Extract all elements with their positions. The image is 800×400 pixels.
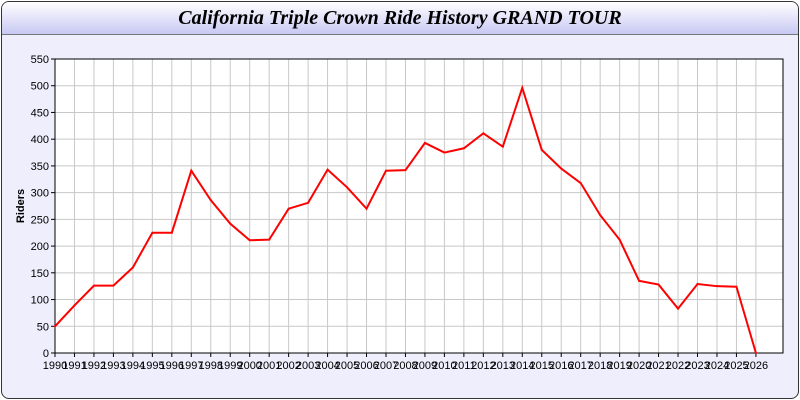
x-tick-label: 1993 — [101, 360, 125, 372]
x-tick-label: 2013 — [491, 360, 515, 372]
data-point — [190, 169, 193, 172]
x-tick-label: 1994 — [121, 360, 145, 372]
data-point — [540, 148, 543, 151]
y-tick-label: 350 — [31, 161, 49, 173]
y-tick-label: 150 — [31, 268, 49, 280]
x-tick-label: 1998 — [199, 360, 223, 372]
data-point — [657, 283, 660, 286]
data-point — [599, 214, 602, 217]
data-point — [754, 352, 757, 354]
data-point — [112, 284, 115, 287]
x-tick-label: 2000 — [237, 360, 261, 372]
data-point — [248, 239, 251, 242]
data-point — [307, 201, 310, 204]
x-tick-label: 2006 — [354, 360, 378, 372]
y-tick-label: 50 — [37, 321, 49, 333]
data-point — [462, 147, 465, 150]
x-tick-label: 1999 — [218, 360, 242, 372]
x-tick-label: 2001 — [257, 360, 281, 372]
x-tick-label: 1997 — [179, 360, 203, 372]
data-point — [501, 145, 504, 148]
x-tick-label: 2019 — [607, 360, 631, 372]
data-point — [151, 231, 154, 234]
x-tick-label: 2002 — [276, 360, 300, 372]
chart-title: California Triple Crown Ride History GRA… — [178, 7, 622, 29]
data-point — [443, 151, 446, 154]
data-point — [579, 182, 582, 185]
data-point — [638, 279, 641, 282]
plot-area — [55, 59, 783, 353]
data-point — [521, 86, 524, 89]
x-tick-label: 2010 — [432, 360, 456, 372]
data-point — [54, 325, 56, 328]
data-point — [92, 284, 95, 287]
x-tick-label: 2018 — [588, 360, 612, 372]
x-tick-label: 2004 — [315, 360, 339, 372]
x-tick-label: 2024 — [705, 360, 729, 372]
data-point — [73, 304, 76, 307]
data-point — [229, 222, 232, 225]
y-tick-label: 300 — [31, 188, 49, 200]
data-point — [618, 238, 621, 241]
x-tick-label: 2009 — [413, 360, 437, 372]
y-tick-label: 550 — [31, 54, 49, 66]
data-point — [404, 169, 407, 172]
y-tick-label: 500 — [31, 81, 49, 93]
y-tick-label: 250 — [31, 214, 49, 226]
x-tick-label: 2014 — [510, 360, 534, 372]
x-tick-label: 2017 — [568, 360, 592, 372]
x-tick-label: 2012 — [471, 360, 495, 372]
y-tick-label: 450 — [31, 107, 49, 119]
y-tick-label: 0 — [43, 348, 49, 360]
x-tick-label: 2022 — [666, 360, 690, 372]
y-tick-label: 100 — [31, 295, 49, 307]
x-tick-label: 1996 — [160, 360, 184, 372]
x-tick-label: 2003 — [296, 360, 320, 372]
x-tick-label: 2005 — [335, 360, 359, 372]
x-tick-label: 2025 — [724, 360, 748, 372]
y-tick-label: 400 — [31, 134, 49, 146]
data-point — [326, 168, 329, 171]
x-tick-label: 1991 — [62, 360, 86, 372]
x-tick-label: 2008 — [393, 360, 417, 372]
data-point — [346, 186, 349, 189]
data-point — [560, 167, 563, 170]
x-tick-label: 1992 — [82, 360, 106, 372]
x-tick-label: 1990 — [43, 360, 67, 372]
x-tick-label: 2023 — [685, 360, 709, 372]
x-tick-label: 2021 — [646, 360, 670, 372]
x-tick-label: 2007 — [374, 360, 398, 372]
x-tick-label: 2020 — [627, 360, 651, 372]
x-tick-label: 2011 — [452, 360, 476, 372]
data-point — [268, 238, 271, 241]
y-tick-label: 200 — [31, 241, 49, 253]
x-tick-label: 1995 — [140, 360, 164, 372]
data-point — [365, 207, 368, 210]
data-point — [696, 283, 699, 286]
data-point — [735, 285, 738, 288]
data-point — [423, 141, 426, 144]
y-axis-label: Riders — [15, 189, 27, 223]
data-point — [287, 207, 290, 210]
data-point — [131, 266, 134, 269]
title-bar: California Triple Crown Ride History GRA… — [2, 2, 798, 35]
x-tick-label: 2026 — [744, 360, 768, 372]
data-point — [715, 285, 718, 288]
x-tick-label: 2016 — [549, 360, 573, 372]
x-tick-label: 2015 — [530, 360, 554, 372]
data-point — [209, 199, 212, 202]
data-point — [170, 231, 173, 234]
data-point — [677, 307, 680, 310]
data-point — [384, 169, 387, 172]
plot-border — [54, 58, 784, 354]
data-point — [482, 132, 485, 135]
